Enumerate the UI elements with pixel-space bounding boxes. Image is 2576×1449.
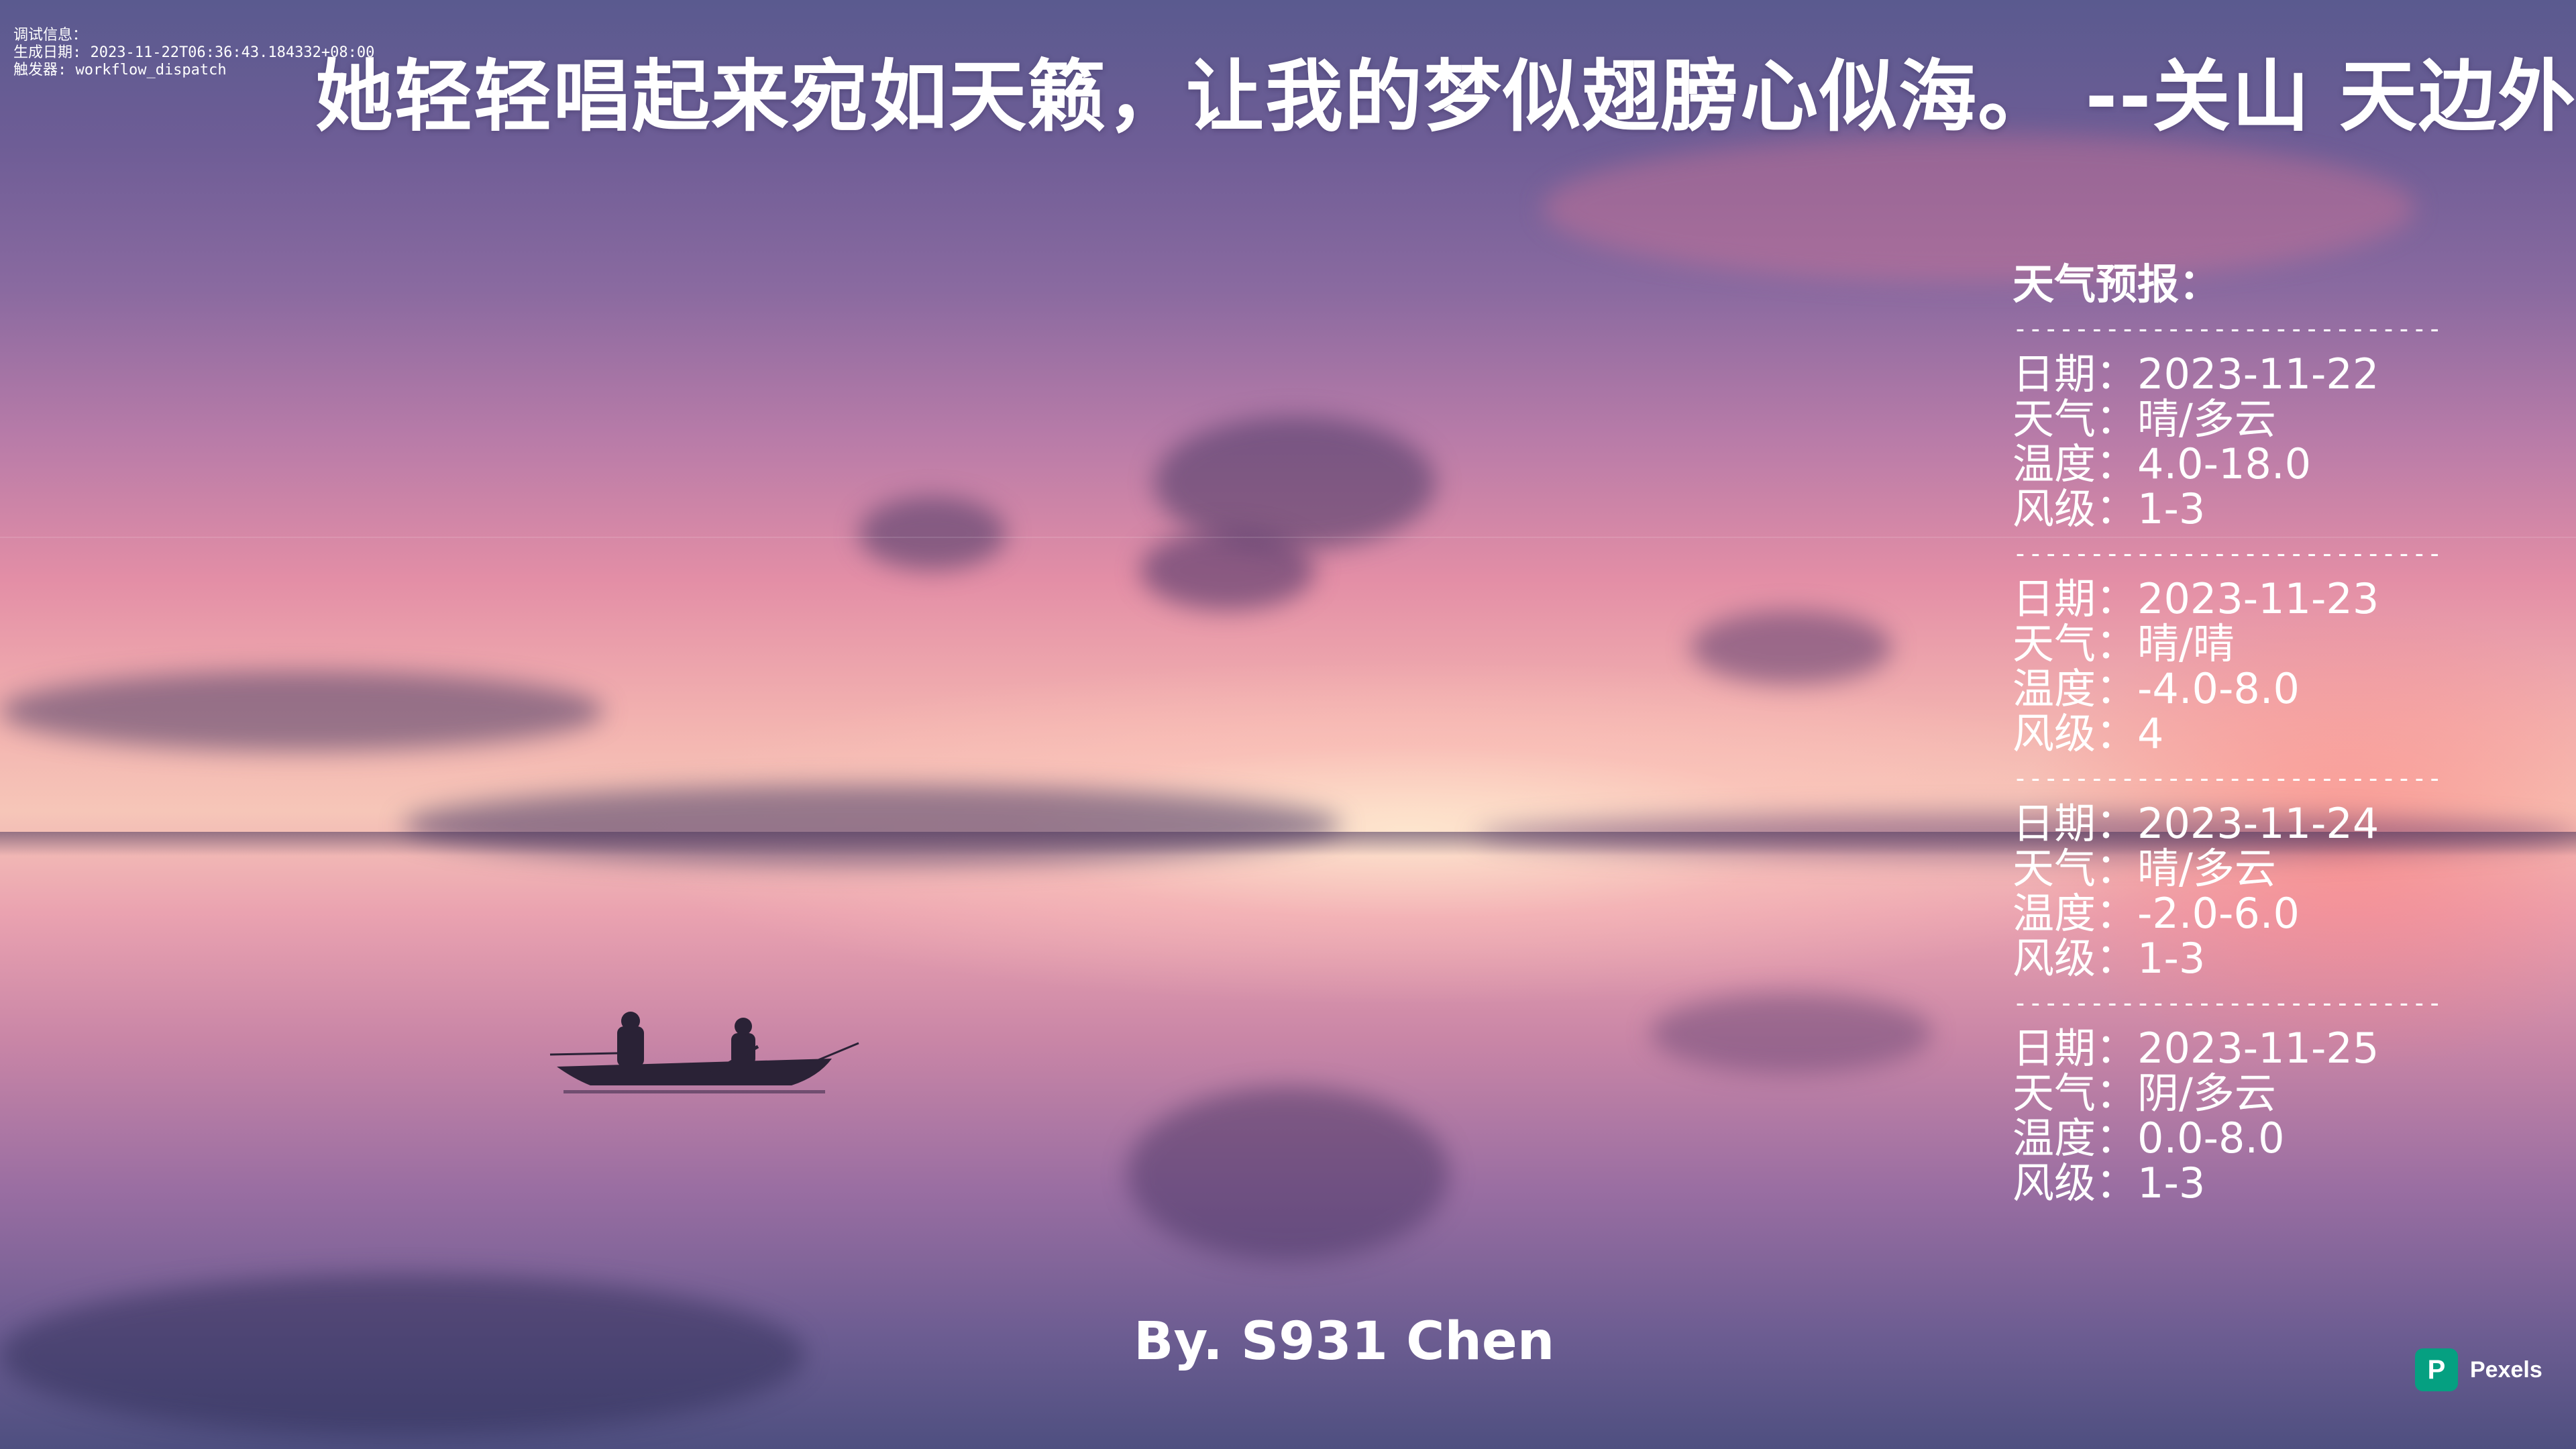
cloud-reflection xyxy=(1650,993,1932,1073)
weather-condition: 天气：阴/多云 xyxy=(2012,1069,2276,1118)
weather-separator: ---------------------------- xyxy=(2012,988,2442,1018)
weather-heading: 天气预报： xyxy=(2012,260,2221,309)
weather-date: 日期：2023-11-23 xyxy=(2012,574,2379,623)
weather-condition: 天气：晴/多云 xyxy=(2012,844,2276,893)
horizon xyxy=(0,832,2576,856)
cloud xyxy=(1543,134,2415,282)
weather-wind: 风级：1-3 xyxy=(2012,934,2206,983)
cloud xyxy=(0,671,604,751)
author-credit: By. S931 Chen xyxy=(1134,1311,1555,1372)
weather-wind: 风级：1-3 xyxy=(2012,484,2206,533)
weather-wind: 风级：4 xyxy=(2012,709,2164,758)
cloud xyxy=(1140,530,1315,610)
debug-generated-date: 生成日期: 2023-11-22T06:36:43.184332+08:00 xyxy=(13,44,375,61)
cloud xyxy=(1154,416,1436,550)
cloud xyxy=(1690,610,1892,684)
weather-date: 日期：2023-11-25 xyxy=(2012,1024,2379,1073)
pexels-name: Pexels xyxy=(2470,1356,2542,1383)
weather-date: 日期：2023-11-24 xyxy=(2012,799,2379,848)
weather-separator: ---------------------------- xyxy=(2012,314,2442,343)
weather-temperature: 温度：4.0-18.0 xyxy=(2012,439,2312,488)
weather-wind: 风级：1-3 xyxy=(2012,1159,2206,1208)
pexels-logo-icon: P xyxy=(2415,1348,2458,1391)
cloud-reflection xyxy=(1127,1087,1449,1261)
weather-condition: 天气：晴/多云 xyxy=(2012,394,2276,443)
weather-temperature: 温度：-2.0-6.0 xyxy=(2012,889,2300,938)
pexels-credit[interactable]: P Pexels xyxy=(2415,1348,2542,1391)
weather-temperature: 温度：0.0-8.0 xyxy=(2012,1114,2285,1163)
cloud xyxy=(859,496,1006,570)
weather-forecast-panel: 天气预报： ---------------------------- 日期：20… xyxy=(2012,262,2442,1205)
weather-condition: 天气：晴/晴 xyxy=(2012,619,2235,668)
debug-info: 调试信息： 生成日期: 2023-11-22T06:36:43.184332+0… xyxy=(13,27,374,79)
cloud-reflection xyxy=(0,1275,805,1436)
weather-temperature: 温度：-4.0-8.0 xyxy=(2012,664,2300,713)
weather-separator: ---------------------------- xyxy=(2012,763,2442,793)
boat-silhouette xyxy=(549,1012,859,1093)
quote-title: 她轻轻唱起来宛如天籁，让我的梦似翅膀心似海。 --关山 天边外 xyxy=(315,52,2576,142)
weather-date: 日期：2023-11-22 xyxy=(2012,350,2379,398)
debug-trigger: 触发器: workflow_dispatch xyxy=(13,62,227,78)
weather-separator: ---------------------------- xyxy=(2012,539,2442,568)
image-seam xyxy=(0,537,2576,538)
debug-label: 调试信息： xyxy=(13,27,88,44)
